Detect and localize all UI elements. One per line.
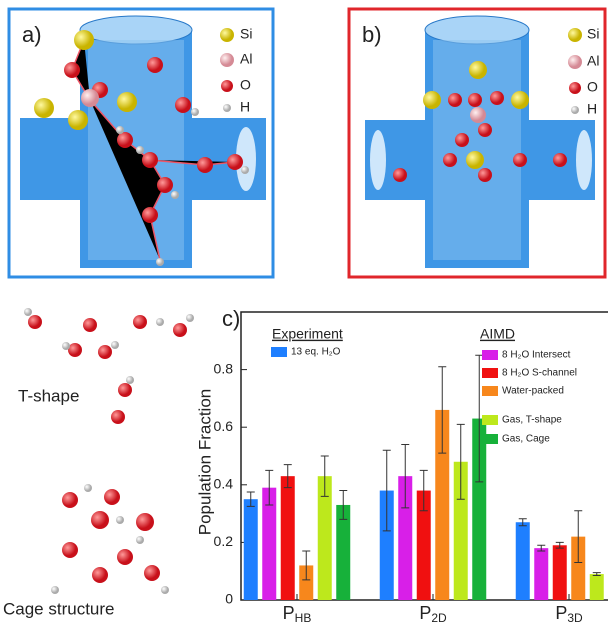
legend-label: O <box>240 77 251 93</box>
bar <box>280 476 295 600</box>
bar <box>453 461 468 600</box>
x-tick-label: PHB <box>283 603 312 622</box>
bar <box>552 545 567 600</box>
y-tick-label: 0.4 <box>214 476 234 492</box>
bar <box>589 574 604 600</box>
x-tick-label: P3D <box>555 603 583 622</box>
legend-label: Al <box>587 53 599 69</box>
legend-group: Experiment <box>272 326 343 342</box>
legend-label: 13 eq. H₂O <box>291 347 341 358</box>
error-bar <box>438 366 447 454</box>
error-bar <box>555 541 564 549</box>
legend-label: H <box>240 99 250 115</box>
panel-label: b) <box>362 22 382 47</box>
bar <box>515 522 530 600</box>
error-bar <box>339 490 348 520</box>
legend-swatch <box>271 347 287 357</box>
legend-label: Al <box>240 51 252 67</box>
structure-label: Cage structure <box>3 599 115 618</box>
y-tick-label: 0.2 <box>214 533 234 549</box>
bar <box>435 409 450 600</box>
error-bar <box>592 572 601 577</box>
bar <box>534 548 549 600</box>
error-bar <box>419 469 428 512</box>
bar <box>571 536 586 600</box>
error-bar <box>574 510 583 564</box>
bar <box>262 487 277 600</box>
bar <box>472 418 487 600</box>
error-bar <box>302 550 311 581</box>
structure-label: T-shape <box>18 386 79 405</box>
error-bar <box>537 544 546 552</box>
y-tick-label: 0 <box>225 591 233 607</box>
chart: c) Population Fraction Experiment AIMD 0… <box>195 306 608 625</box>
legend-swatch <box>482 386 498 396</box>
error-bar <box>382 449 391 532</box>
error-bar <box>265 469 274 506</box>
error-bar <box>401 443 410 509</box>
legend-label: Si <box>587 26 599 42</box>
bar <box>243 499 258 600</box>
panel-label: c) <box>222 306 240 331</box>
error-bar <box>518 518 527 527</box>
panel-label: a) <box>22 22 42 47</box>
bar <box>398 476 413 600</box>
x-tick-label: P2D <box>419 603 447 622</box>
legend-label: Gas, Cage <box>502 434 550 445</box>
error-bar <box>475 354 484 483</box>
legend-label: O <box>587 79 598 95</box>
bar <box>317 476 332 600</box>
legend-swatch <box>482 434 498 444</box>
y-tick-label: 0.8 <box>214 360 234 376</box>
error-bar <box>283 464 292 489</box>
legend-label: H <box>587 101 597 117</box>
legend-label: 8 H₂O Intersect <box>502 350 571 361</box>
legend-swatch <box>482 415 498 425</box>
panel-a: a) Si Al O H <box>7 7 275 279</box>
legend-swatch <box>482 368 498 378</box>
bar <box>299 565 314 600</box>
legend-label: Si <box>240 26 252 42</box>
legend-label: 8 H₂O S-channel <box>502 368 577 379</box>
structures: T-shape Cage structure <box>3 308 194 618</box>
y-axis-label: Population Fraction <box>195 389 214 535</box>
bar <box>416 490 431 600</box>
error-bar <box>456 423 465 500</box>
error-bar <box>320 455 329 497</box>
error-bar <box>246 491 255 507</box>
legend-label: Water-packed <box>502 386 564 397</box>
legend-swatch <box>482 350 498 360</box>
legend-label: Gas, T-shape <box>502 415 562 426</box>
legend-group: AIMD <box>480 326 515 342</box>
bar <box>336 504 351 600</box>
panel-b: b) Si Al O H <box>347 7 607 279</box>
y-tick-label: 0.6 <box>214 418 234 434</box>
bar <box>379 490 394 600</box>
